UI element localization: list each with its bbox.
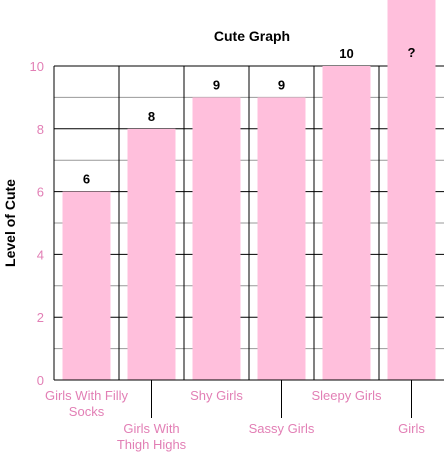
y-tick-label: 0 (37, 373, 44, 388)
y-tick-label: 4 (37, 247, 44, 262)
data-label: 10 (339, 46, 353, 61)
x-tick-label: Sassy Girls (249, 421, 315, 436)
bar (62, 191, 111, 380)
bars (62, 0, 436, 381)
bar (127, 128, 176, 380)
data-label: 9 (213, 77, 220, 92)
y-tick-label: 2 (37, 310, 44, 325)
y-tick-label: 8 (37, 122, 44, 137)
x-tick-label: Shy Girls (190, 388, 243, 403)
data-label: ? (408, 45, 416, 60)
x-tick-label: Girls With Filly Socks (45, 388, 129, 419)
grid-lines (54, 65, 444, 381)
y-tick-label: 10 (30, 59, 44, 74)
x-tick-label: Girls With Thigh Highs (117, 421, 187, 452)
bar (257, 97, 306, 381)
data-label: 9 (278, 77, 285, 92)
bar (387, 0, 436, 380)
y-axis-label: Level of Cute (2, 179, 18, 267)
data-label: 8 (148, 109, 155, 124)
y-tick-label: 6 (37, 185, 44, 200)
chart-title: Cute Graph (214, 28, 290, 44)
bar (192, 97, 241, 381)
x-tick-label: Girls (398, 421, 425, 436)
axes (53, 66, 444, 381)
x-tick-label: Sleepy Girls (311, 388, 382, 403)
bar (322, 66, 371, 380)
data-label: 6 (83, 172, 90, 187)
